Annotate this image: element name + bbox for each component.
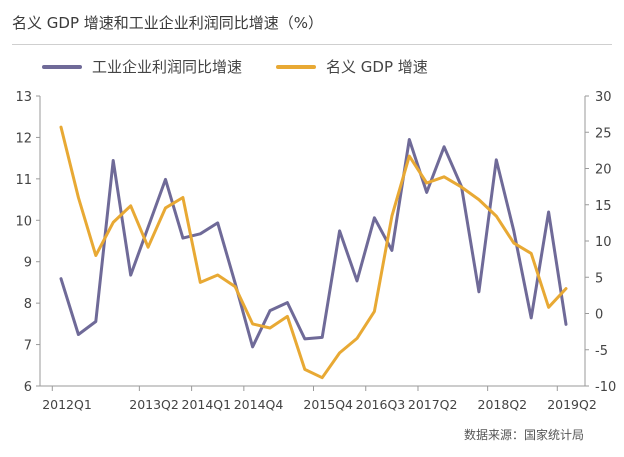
x-tick-label: 2012Q1: [42, 397, 92, 412]
x-tick-label: 2015Q4: [303, 397, 353, 412]
x-tick-label: 2016Q3: [356, 397, 406, 412]
y-left-tick-label: 6: [24, 380, 32, 395]
series-line-profit: [59, 138, 568, 349]
legend-item-gdp: 名义 GDP 增速: [276, 56, 428, 77]
legend-item-profit: 工业企业利润同比增速: [42, 56, 242, 77]
y-left-tick-label: 7: [24, 339, 32, 354]
x-tick-label: 2017Q2: [408, 397, 458, 412]
series-line-gdp: [59, 125, 568, 380]
x-tick-label: 2019Q2: [547, 397, 597, 412]
y-right-tick-label: -10: [595, 380, 616, 395]
y-right-tick-label: 20: [595, 163, 612, 178]
x-tick-label: 2018Q2: [478, 397, 528, 412]
y-left-tick-label: 12: [15, 131, 32, 146]
chart-legend: 工业企业利润同比增速 名义 GDP 增速: [42, 56, 462, 77]
x-tick-label: 2014Q4: [234, 397, 284, 412]
chart-title: 名义 GDP 增速和工业企业利润同比增速（%）: [12, 14, 324, 32]
y-right-tick-label: 0: [595, 308, 603, 323]
x-tick-label: 2013Q2: [129, 397, 179, 412]
y-left-tick-label: 13: [15, 90, 32, 105]
y-right-tick-label: 30: [595, 90, 612, 105]
y-left-tick-label: 8: [24, 297, 32, 312]
y-right-tick-label: 5: [595, 271, 603, 286]
legend-label-gdp: 名义 GDP 增速: [326, 58, 428, 76]
data-source: 数据来源：国家统计局: [463, 428, 584, 442]
legend-swatch-gdp: [276, 64, 317, 69]
y-left-tick-label: 9: [24, 256, 32, 271]
legend-label-profit: 工业企业利润同比增速: [92, 58, 243, 76]
title-divider: [12, 44, 612, 45]
y-right-tick-label: 10: [595, 235, 612, 250]
y-left-tick-label: 10: [15, 214, 32, 229]
y-left-tick-label: 11: [15, 173, 32, 188]
y-right-tick-label: 25: [595, 126, 612, 141]
x-tick-label: 2014Q1: [182, 397, 232, 412]
y-right-tick-label: -5: [595, 344, 608, 359]
legend-swatch-profit: [42, 64, 82, 69]
y-right-tick-label: 15: [595, 199, 612, 214]
